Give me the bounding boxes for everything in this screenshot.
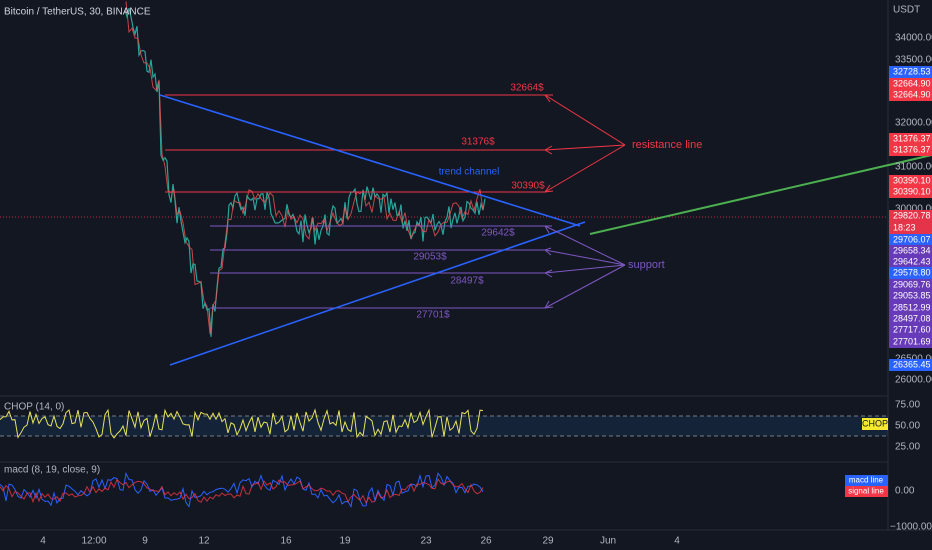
macd-title: macd (8, 19, close, 9) [4, 465, 100, 476]
legend-label: signal line [848, 487, 884, 496]
price-tag [889, 302, 932, 314]
time-tick: 4 [40, 536, 46, 547]
price-tag [889, 234, 932, 246]
time-tick: 26 [480, 536, 492, 547]
price-tag [889, 222, 932, 234]
chop-tag-label: CHOP [862, 418, 888, 428]
price-tag-label: 30390.10 [893, 186, 931, 196]
time-tick: Jun [600, 536, 616, 547]
time-tick: 19 [339, 536, 351, 547]
price-tag [889, 267, 932, 279]
price-tag-label: 32728.53 [893, 66, 931, 76]
price-tag-label: 29642.43 [893, 256, 931, 266]
time-tick: 29 [542, 536, 554, 547]
chop-title: CHOP (14, 0) [4, 402, 64, 413]
level-label: 27701$ [416, 310, 450, 321]
legend-label: macd line [849, 476, 884, 485]
price-tag-label: 28512.99 [893, 302, 931, 312]
price-tag [889, 290, 932, 302]
price-tag-label: 32664.90 [893, 89, 931, 99]
price-tag-label: 31376.37 [893, 144, 931, 154]
price-tag-label: 18:23 [893, 222, 916, 232]
level-label: 32664$ [510, 83, 544, 94]
price-tag [889, 175, 932, 187]
price-tag-label: 27717.60 [893, 324, 931, 334]
price-tick: 30000.00 [895, 204, 932, 215]
price-tag [889, 313, 932, 325]
price-tag [889, 256, 932, 268]
chop-tag [862, 418, 888, 430]
price-tag-label: 29706.07 [893, 234, 931, 244]
price-tick: 33500.00 [895, 55, 932, 66]
signal-line [0, 478, 484, 504]
price-tag-label: 29820.78 [893, 210, 931, 220]
price-tag-label: 28497.08 [893, 313, 931, 323]
price-tag [889, 78, 932, 90]
price-tag [889, 186, 932, 198]
price-tag [889, 66, 932, 78]
price-tag [889, 245, 932, 257]
price-tag [889, 279, 932, 291]
level-label: 28497$ [450, 276, 484, 287]
price-tick: 32000.00 [895, 118, 932, 129]
price-series [124, 7, 486, 337]
price-tag [889, 210, 932, 222]
time-tick: 23 [420, 536, 432, 547]
level-label: 30390$ [511, 181, 545, 192]
macd-tick: −1000.00 [890, 522, 932, 533]
symbol-title: Bitcoin / TetherUS, 30, BINANCE [4, 7, 151, 18]
level-label: 29642$ [481, 228, 515, 239]
price-tick: 31000.00 [895, 162, 932, 173]
projection-line [589, 154, 932, 235]
price-series [125, 1, 484, 335]
legend-swatch [845, 475, 888, 486]
price-axis: 34000.00 33500.00 32000.00 31000.00 30000.00… [889, 33, 932, 386]
price-tag [889, 133, 932, 145]
price-tag [889, 359, 932, 371]
macd-line [0, 471, 484, 509]
levels [159, 94, 932, 366]
chop-tick: 25.00 [895, 442, 920, 453]
chop-band [0, 416, 888, 436]
price-tag-label: 29069.76 [893, 279, 931, 289]
trend-channel-label: trend channel [439, 167, 500, 178]
price-tag [889, 89, 932, 101]
support-arrows [543, 225, 626, 309]
price-tag-label: 27701.69 [893, 336, 931, 346]
legend-swatch [845, 486, 888, 497]
chop-tick: 75.00 [895, 400, 920, 411]
time-tick: 4 [674, 536, 680, 547]
level-label: 29053$ [413, 252, 447, 263]
price-tag-label: 29053.85 [893, 290, 931, 300]
resistance-arrows [543, 94, 626, 193]
price-tag [889, 144, 932, 156]
time-tick: 12 [198, 536, 210, 547]
price-tag [889, 324, 932, 336]
resistance-label: resistance line [632, 139, 702, 151]
price-tag-label: 26365.45 [893, 359, 931, 369]
price-tag-label: 29658.34 [893, 245, 931, 255]
price-tag-label: 32664.90 [893, 78, 931, 88]
price-tick: 34000.00 [895, 33, 932, 44]
price-tag-label: 29578.80 [893, 267, 931, 277]
currency: USDT [893, 5, 920, 16]
chop-line [0, 408, 484, 439]
chop-tick: 50.00 [895, 421, 920, 432]
price-tag [889, 336, 932, 348]
level-labels: 32664$ 31376$ 30390$ 29642$ 29053$ 28497… [413, 83, 702, 321]
price-tag-label: 31376.37 [893, 133, 931, 143]
panes [0, 0, 932, 531]
time-tick: 12:00 [81, 536, 106, 547]
macd-tick: 0.00 [895, 486, 915, 497]
level-label: 31376$ [461, 137, 495, 148]
trend-line [169, 221, 586, 366]
price-tag-label: 30390.10 [893, 175, 931, 185]
support-label: support [628, 259, 665, 271]
time-tick: 9 [142, 536, 148, 547]
price-tick: 26000.00 [895, 375, 932, 386]
time-tick: 16 [280, 536, 292, 547]
trend-line [159, 94, 581, 227]
